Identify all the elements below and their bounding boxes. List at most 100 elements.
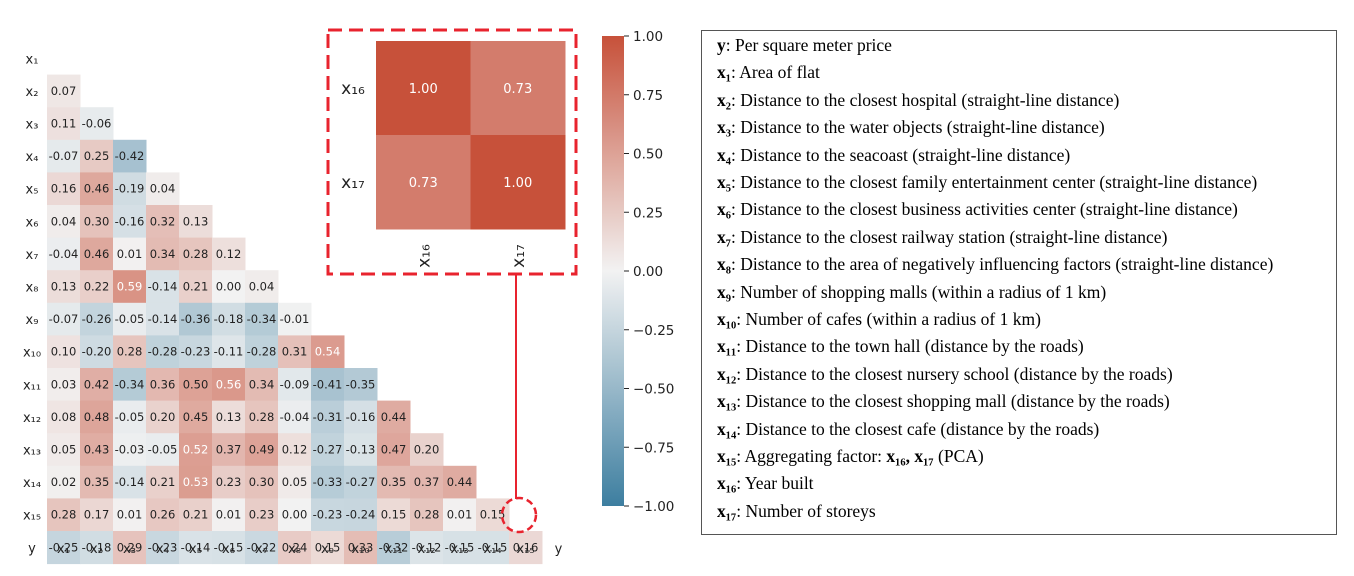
cell-value-label: 0.20 [150, 410, 176, 424]
legend-description: : Distance to the seacoast (straight-lin… [731, 144, 1071, 165]
heatmap-cell [80, 205, 114, 239]
heatmap-cell [278, 400, 312, 434]
heatmap-cell [179, 205, 213, 239]
heatmap-cell [410, 531, 444, 565]
cell-value-label: 0.29 [117, 540, 143, 554]
heatmap-cell [47, 368, 81, 402]
cell-value-label: 0.56 [216, 377, 242, 391]
heatmap-cell [212, 237, 246, 271]
heatmap-cell [212, 400, 246, 434]
heatmap-cell [179, 270, 213, 304]
cell-value-label: 0.22 [84, 280, 110, 294]
legend-symbol: x₃ [717, 117, 731, 138]
cell-value-label: 0.16 [51, 182, 77, 196]
cell-value-label: -0.31 [313, 410, 343, 424]
cell-value-label: -0.35 [346, 377, 376, 391]
column-tick-label: x₁₄ [483, 542, 501, 557]
legend-description: : Distance to the closest nursery school… [736, 363, 1173, 384]
cell-value-label: -0.36 [181, 312, 211, 326]
cell-value-label: 0.04 [150, 182, 176, 196]
heatmap-cell [113, 400, 147, 434]
heatmap-cell [179, 368, 213, 402]
colorbar-tick-label: −0.75 [633, 440, 674, 456]
cell-value-label: -0.11 [214, 345, 244, 359]
row-tick-label: x₁ [26, 52, 39, 67]
cell-value-label: -0.07 [49, 312, 79, 326]
cell-value-label: -0.28 [148, 345, 178, 359]
cell-value-label: -0.04 [49, 247, 79, 261]
cell-value-label: 0.47 [381, 443, 407, 457]
heatmap-cell [113, 498, 147, 532]
heatmap-cell [47, 465, 81, 499]
legend-symbol: x₄ [717, 144, 731, 165]
cell-value-label: 0.28 [249, 410, 275, 424]
cell-value-label: 0.16 [513, 540, 539, 554]
heatmap-cell [146, 531, 180, 565]
legend-symbol: x₈ [717, 254, 731, 275]
cell-value-label: -0.05 [115, 312, 145, 326]
legend-symbol-extra: x₁₆, x₁₇ [886, 446, 934, 466]
cell-value-label: 0.15 [381, 508, 407, 522]
cell-value-label: -0.42 [115, 149, 145, 163]
legend-entry: x₇: Distance to the closest railway stat… [717, 227, 1167, 248]
legend-entry: x₁₇: Number of storeys [717, 501, 876, 522]
heatmap-cell [80, 400, 114, 434]
legend-entry: x₆: Distance to the closest business act… [717, 199, 1238, 220]
legend-symbol: x₅ [717, 172, 731, 192]
legend-entry: x₁₁: Distance to the town hall (distance… [717, 336, 1084, 357]
legend-symbol: x₁ [717, 62, 731, 83]
colorbar-tick-label: 0.50 [633, 147, 663, 163]
row-tick-label: x₃ [26, 118, 39, 133]
cell-value-label: -0.14 [181, 540, 211, 554]
heatmap-cell [212, 531, 246, 565]
legend-entry: x₁: Area of flat [717, 62, 820, 83]
heatmap-cell [245, 531, 279, 565]
cell-value-label: -0.15 [445, 540, 475, 554]
legend-symbol: x₁₄ [717, 418, 737, 439]
cell-value-label: -0.23 [313, 508, 343, 522]
cell-value-label: -0.07 [49, 149, 79, 163]
cell-value-label: -0.03 [115, 443, 145, 457]
cell-value-label: 0.28 [51, 508, 77, 522]
cell-value-label: 0.37 [414, 475, 440, 489]
heatmap-cell [80, 465, 114, 499]
cell-value-label: 0.34 [249, 377, 275, 391]
heatmap-cell [179, 400, 213, 434]
heatmap-cell [146, 465, 180, 499]
row-tick-label: y [28, 541, 36, 556]
column-tick-label: x₁₅ [516, 542, 534, 557]
column-tick-label: x₂ [90, 542, 103, 557]
row-tick-label: x₈ [26, 281, 39, 296]
heatmap-cell [47, 205, 81, 239]
cell-value-label: 0.53 [183, 475, 209, 489]
legend-description: : Aggregating factor: [736, 446, 887, 466]
row-tick-label: x₅ [26, 183, 39, 198]
inset-cell [376, 135, 471, 230]
cell-value-label: 0.17 [84, 508, 110, 522]
legend-description: : Number of storeys [736, 500, 876, 521]
legend-symbol: x₆ [717, 199, 731, 220]
cell-value-label: -0.33 [313, 475, 343, 489]
legend-description: : Distance to the closest shopping mall … [736, 391, 1170, 412]
heatmap-cell [47, 400, 81, 434]
heatmap-cell [278, 465, 312, 499]
column-tick-label: x₁₀ [351, 542, 369, 557]
heatmap-cell [212, 433, 246, 467]
heatmap-cell [80, 107, 114, 141]
legend-entry: x₄: Distance to the seacoast (straight-l… [717, 145, 1070, 166]
cell-value-label: 0.35 [381, 475, 407, 489]
legend-entry: x₃: Distance to the water objects (strai… [717, 117, 1105, 138]
row-tick-label: x₁₀ [23, 346, 41, 361]
heatmap-cell [113, 531, 147, 565]
heatmap-cell [311, 465, 345, 499]
legend-description: : Distance to the closest railway statio… [731, 226, 1168, 247]
heatmap-cell [80, 531, 114, 565]
heatmap-cell [146, 400, 180, 434]
cell-value-label: -0.28 [247, 345, 277, 359]
heatmap-cell [47, 302, 81, 336]
heatmap-cell [212, 368, 246, 402]
heatmap-cell [47, 237, 81, 271]
cell-value-label: 0.04 [249, 280, 275, 294]
cell-value-label: -0.20 [82, 345, 112, 359]
cell-value-label: 0.28 [117, 345, 143, 359]
